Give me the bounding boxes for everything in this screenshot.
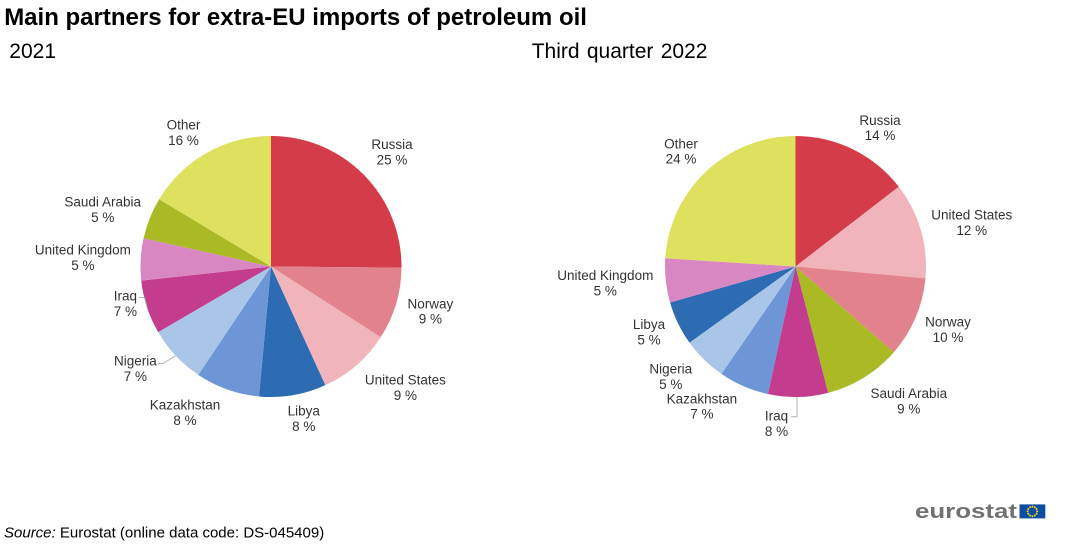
svg-text:Kazakhstan: Kazakhstan — [150, 398, 221, 413]
svg-text:United Kingdom: United Kingdom — [557, 268, 653, 283]
svg-text:25 %: 25 % — [377, 153, 408, 168]
svg-text:5 %: 5 % — [637, 333, 660, 348]
svg-text:8 %: 8 % — [292, 419, 315, 434]
svg-text:Libya: Libya — [288, 403, 321, 418]
svg-text:Source: Eurostat (online data: Source: Eurostat (online data code: DS-0… — [4, 525, 324, 542]
svg-text:16 %: 16 % — [168, 133, 199, 148]
svg-text:Iraq: Iraq — [765, 409, 788, 424]
svg-text:8 %: 8 % — [765, 424, 788, 439]
svg-text:2021: 2021 — [9, 40, 56, 63]
svg-text:Norway: Norway — [408, 296, 454, 311]
svg-text:Main partners for extra-EU imp: Main partners for extra-EU imports of pe… — [4, 4, 587, 31]
svg-text:Third quarter 2022: Third quarter 2022 — [532, 40, 708, 63]
svg-text:United States: United States — [931, 208, 1012, 223]
svg-text:10 %: 10 % — [933, 330, 964, 345]
svg-text:5 %: 5 % — [659, 377, 682, 392]
svg-text:Libya: Libya — [633, 317, 666, 332]
svg-text:12 %: 12 % — [956, 223, 987, 238]
svg-text:Saudi Arabia: Saudi Arabia — [871, 386, 948, 401]
svg-text:Russia: Russia — [371, 137, 413, 152]
svg-text:5 %: 5 % — [71, 258, 94, 273]
svg-text:8 %: 8 % — [173, 413, 196, 428]
svg-text:5 %: 5 % — [91, 210, 114, 225]
svg-text:7 %: 7 % — [124, 369, 147, 384]
svg-text:Saudi Arabia: Saudi Arabia — [64, 195, 141, 210]
svg-text:9 %: 9 % — [419, 312, 442, 327]
svg-text:9 %: 9 % — [897, 402, 920, 417]
svg-text:5 %: 5 % — [594, 284, 617, 299]
svg-text:Nigeria: Nigeria — [649, 362, 692, 377]
svg-text:United Kingdom: United Kingdom — [35, 243, 131, 258]
svg-text:9 %: 9 % — [394, 388, 417, 403]
svg-text:eurostat: eurostat — [915, 500, 1017, 523]
svg-text:Nigeria: Nigeria — [114, 353, 157, 368]
svg-text:14 %: 14 % — [865, 128, 896, 143]
svg-text:Russia: Russia — [859, 113, 901, 128]
svg-text:7 %: 7 % — [690, 407, 713, 422]
svg-text:United States: United States — [365, 373, 446, 388]
svg-text:7 %: 7 % — [114, 304, 137, 319]
svg-text:Other: Other — [167, 118, 201, 133]
svg-text:Iraq: Iraq — [114, 288, 137, 303]
svg-text:24 %: 24 % — [666, 152, 697, 167]
svg-text:Other: Other — [664, 136, 698, 151]
svg-text:Norway: Norway — [925, 315, 971, 330]
svg-text:Kazakhstan: Kazakhstan — [667, 391, 738, 406]
